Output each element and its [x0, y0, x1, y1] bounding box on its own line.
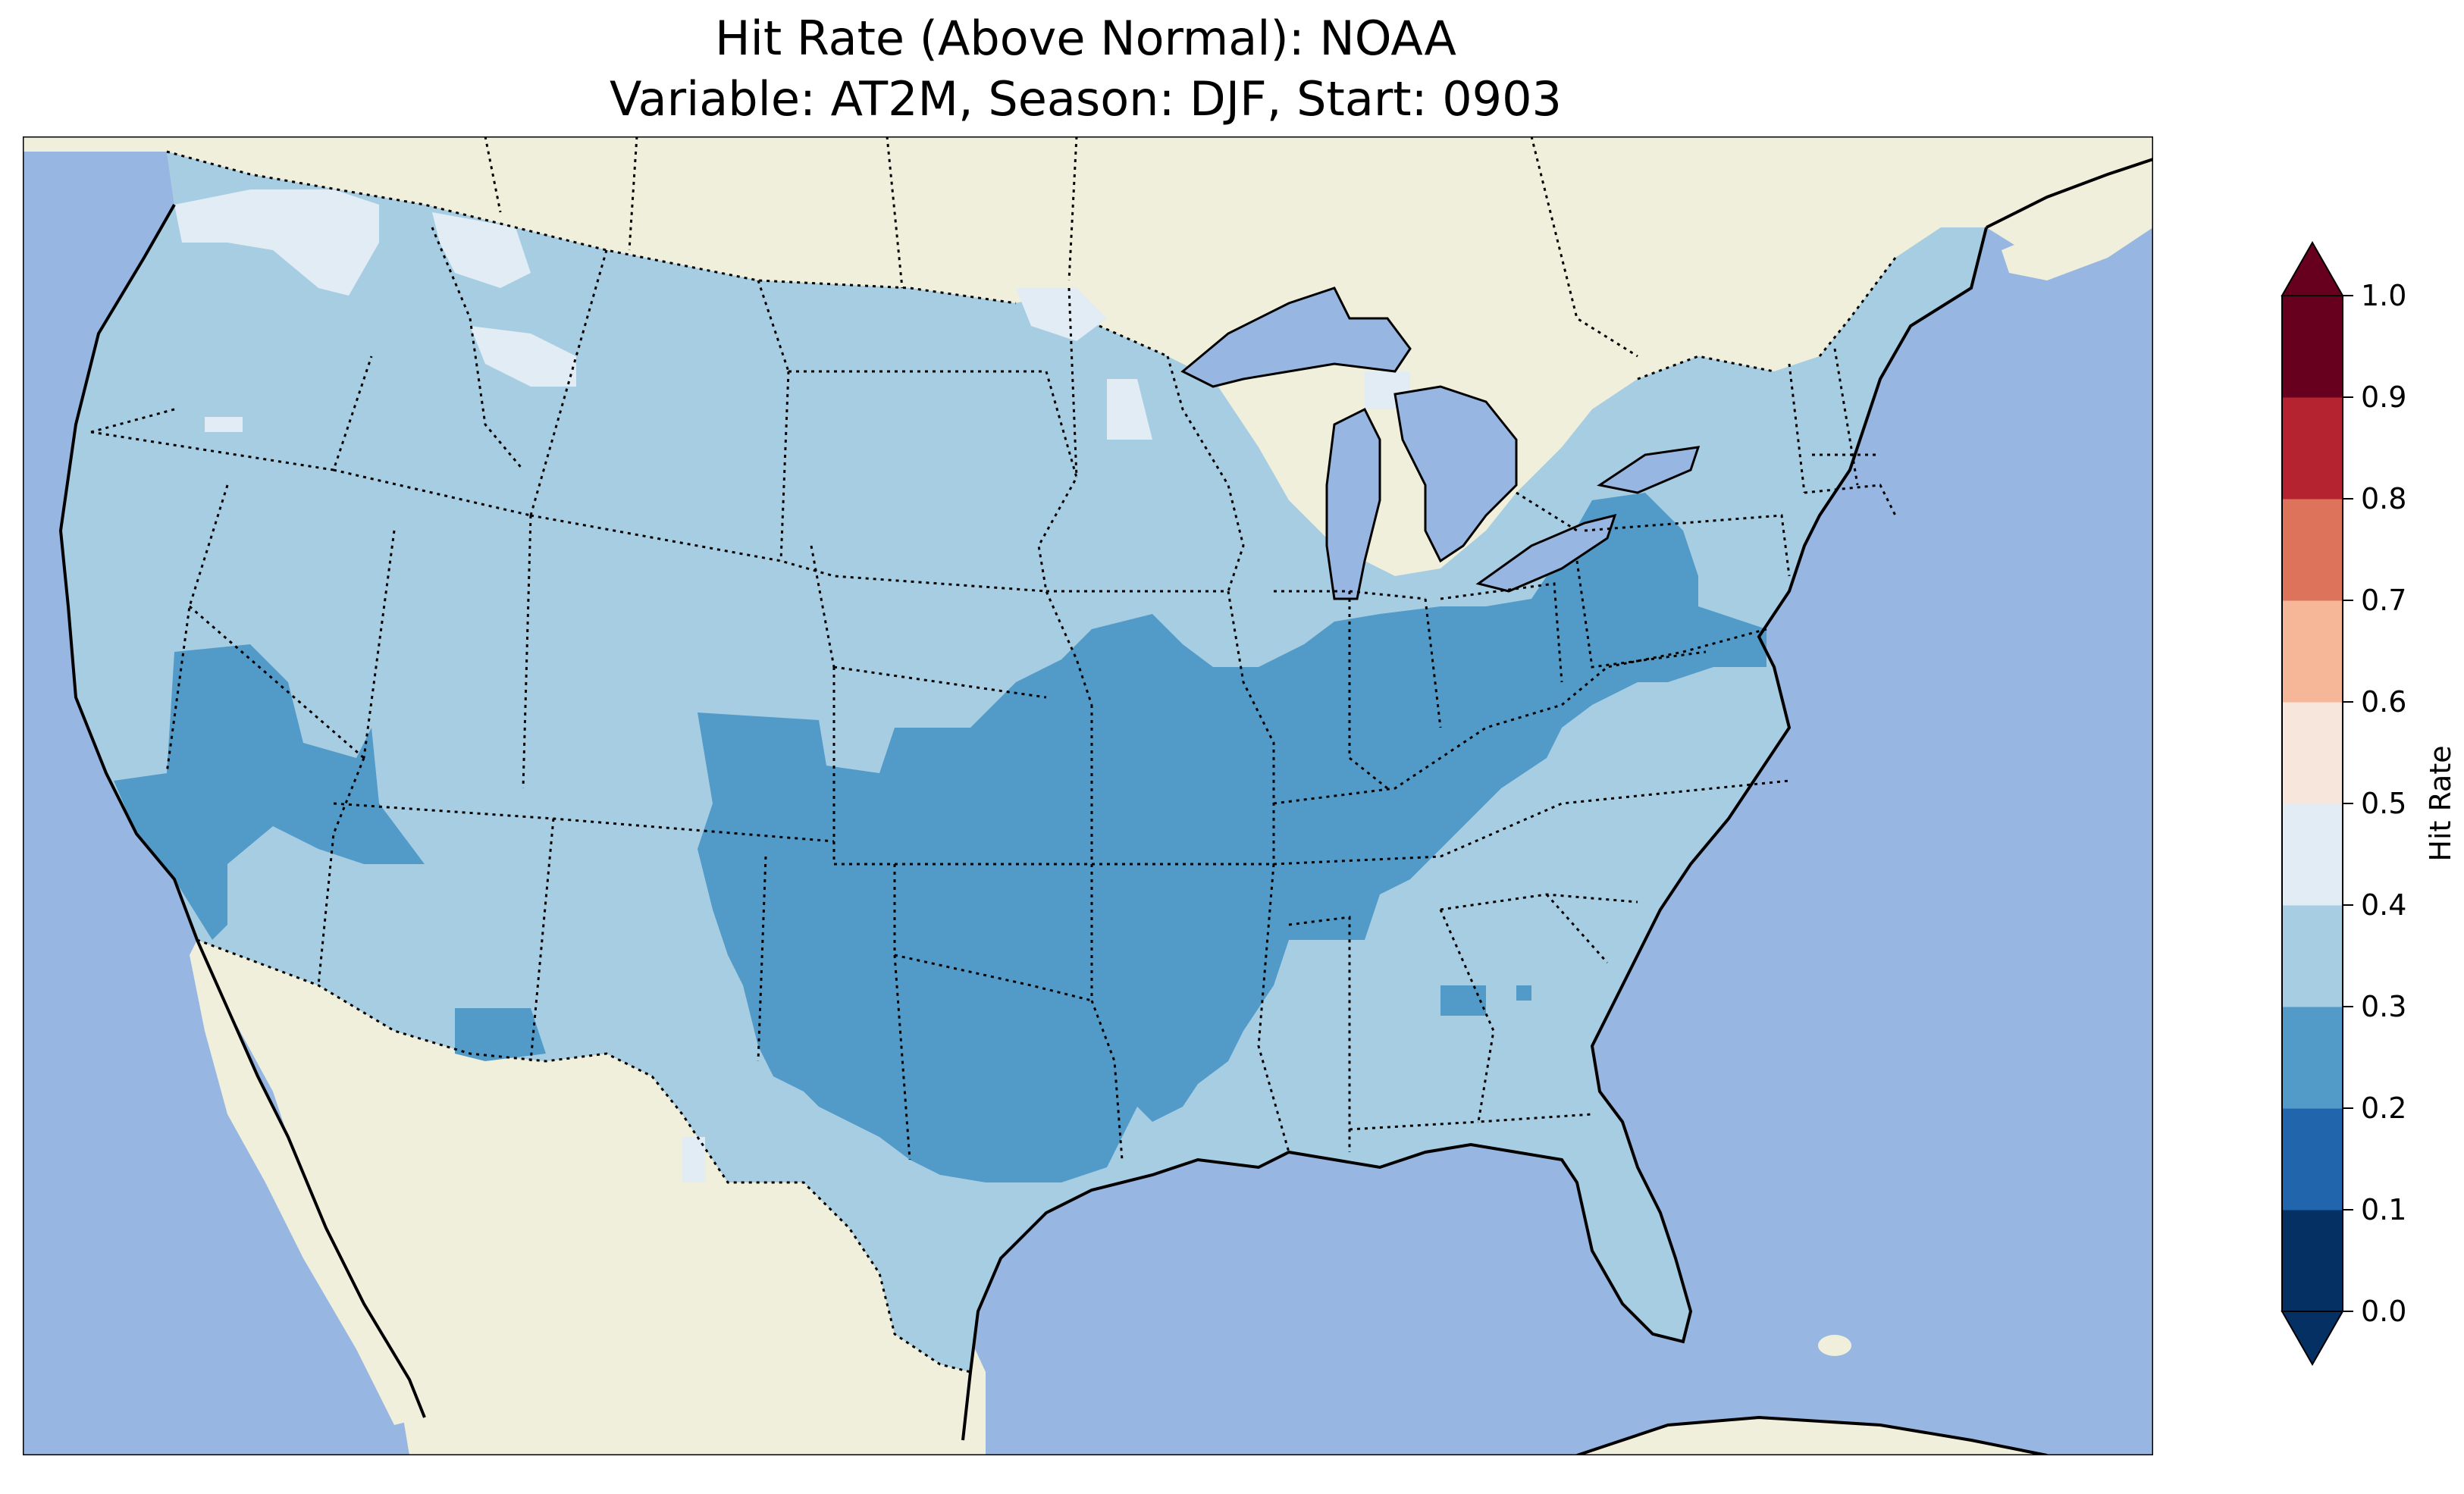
colorbar-cell	[2282, 397, 2343, 500]
international-borders	[166, 136, 1897, 1373]
colorbar-cells	[2282, 296, 2343, 1312]
colorbar-cell	[2282, 905, 2343, 1007]
colorbar-tick-label: 0.7	[2361, 584, 2406, 617]
colorbar-extend-min-triangle	[2281, 1311, 2344, 1367]
colorbar-tick-label: 1.0	[2361, 279, 2406, 312]
map-title: Hit Rate (Above Normal): NOAA	[715, 11, 1456, 66]
colorbar-ticks: 0.0 0.1 0.2 0.3 0.4 0.5 0.6 0.7 0.8 0.9 1.0	[2343, 279, 2406, 1328]
colorbar-cell	[2282, 1210, 2343, 1312]
colorbar-cell	[2282, 499, 2343, 601]
hit-rate-regions-0.2-0.3	[114, 493, 1766, 1182]
lake-michigan	[1325, 407, 1381, 600]
lake-superior	[1180, 287, 1412, 388]
maritimes-land	[2002, 189, 2153, 280]
colorbar-tick-label: 0.9	[2361, 381, 2406, 414]
cuba-land	[1577, 1417, 2047, 1455]
map-panel	[23, 136, 2153, 1455]
colorbar-tick-label: 0.0	[2361, 1295, 2406, 1328]
colorbar-cell	[2282, 296, 2343, 398]
colorbar-tick-label: 0.1	[2361, 1193, 2406, 1226]
colorbar-tick-label: 0.3	[2361, 990, 2406, 1023]
mexico-land	[197, 940, 986, 1455]
state-borders	[90, 227, 1897, 1160]
lake-huron	[1393, 385, 1518, 563]
colorbar-cell	[2282, 600, 2343, 703]
colorbar-cell	[2282, 1108, 2343, 1211]
bahamas-land	[1818, 1335, 1851, 1356]
colorbar-extend-max-triangle	[2281, 240, 2344, 296]
map-subtitle: Variable: AT2M, Season: DJF, Start: 0903	[610, 71, 1562, 127]
canada-land	[23, 136, 2153, 576]
hit-rate-regions-0.4-0.5	[174, 189, 1410, 1182]
colorbar-tick-label: 0.5	[2361, 787, 2406, 820]
colorbar-cell	[2282, 702, 2343, 804]
colorbar-tick-label: 0.8	[2361, 482, 2406, 515]
colorbar-cell	[2282, 803, 2343, 906]
colorbar-tick-label: 0.6	[2361, 685, 2406, 719]
colorbar: 0.0 0.1 0.2 0.3 0.4 0.5 0.6 0.7 0.8 0.9 1.0 Hit Ra…	[2281, 240, 2457, 1367]
lake-ontario	[1597, 446, 1701, 494]
colorbar-cell	[2282, 1007, 2343, 1109]
colorbar-tick-label: 0.2	[2361, 1092, 2406, 1125]
coastlines	[58, 158, 2153, 1455]
colorbar-tick-label: 0.4	[2361, 888, 2406, 922]
colorbar-label: Hit Rate	[2424, 745, 2457, 861]
